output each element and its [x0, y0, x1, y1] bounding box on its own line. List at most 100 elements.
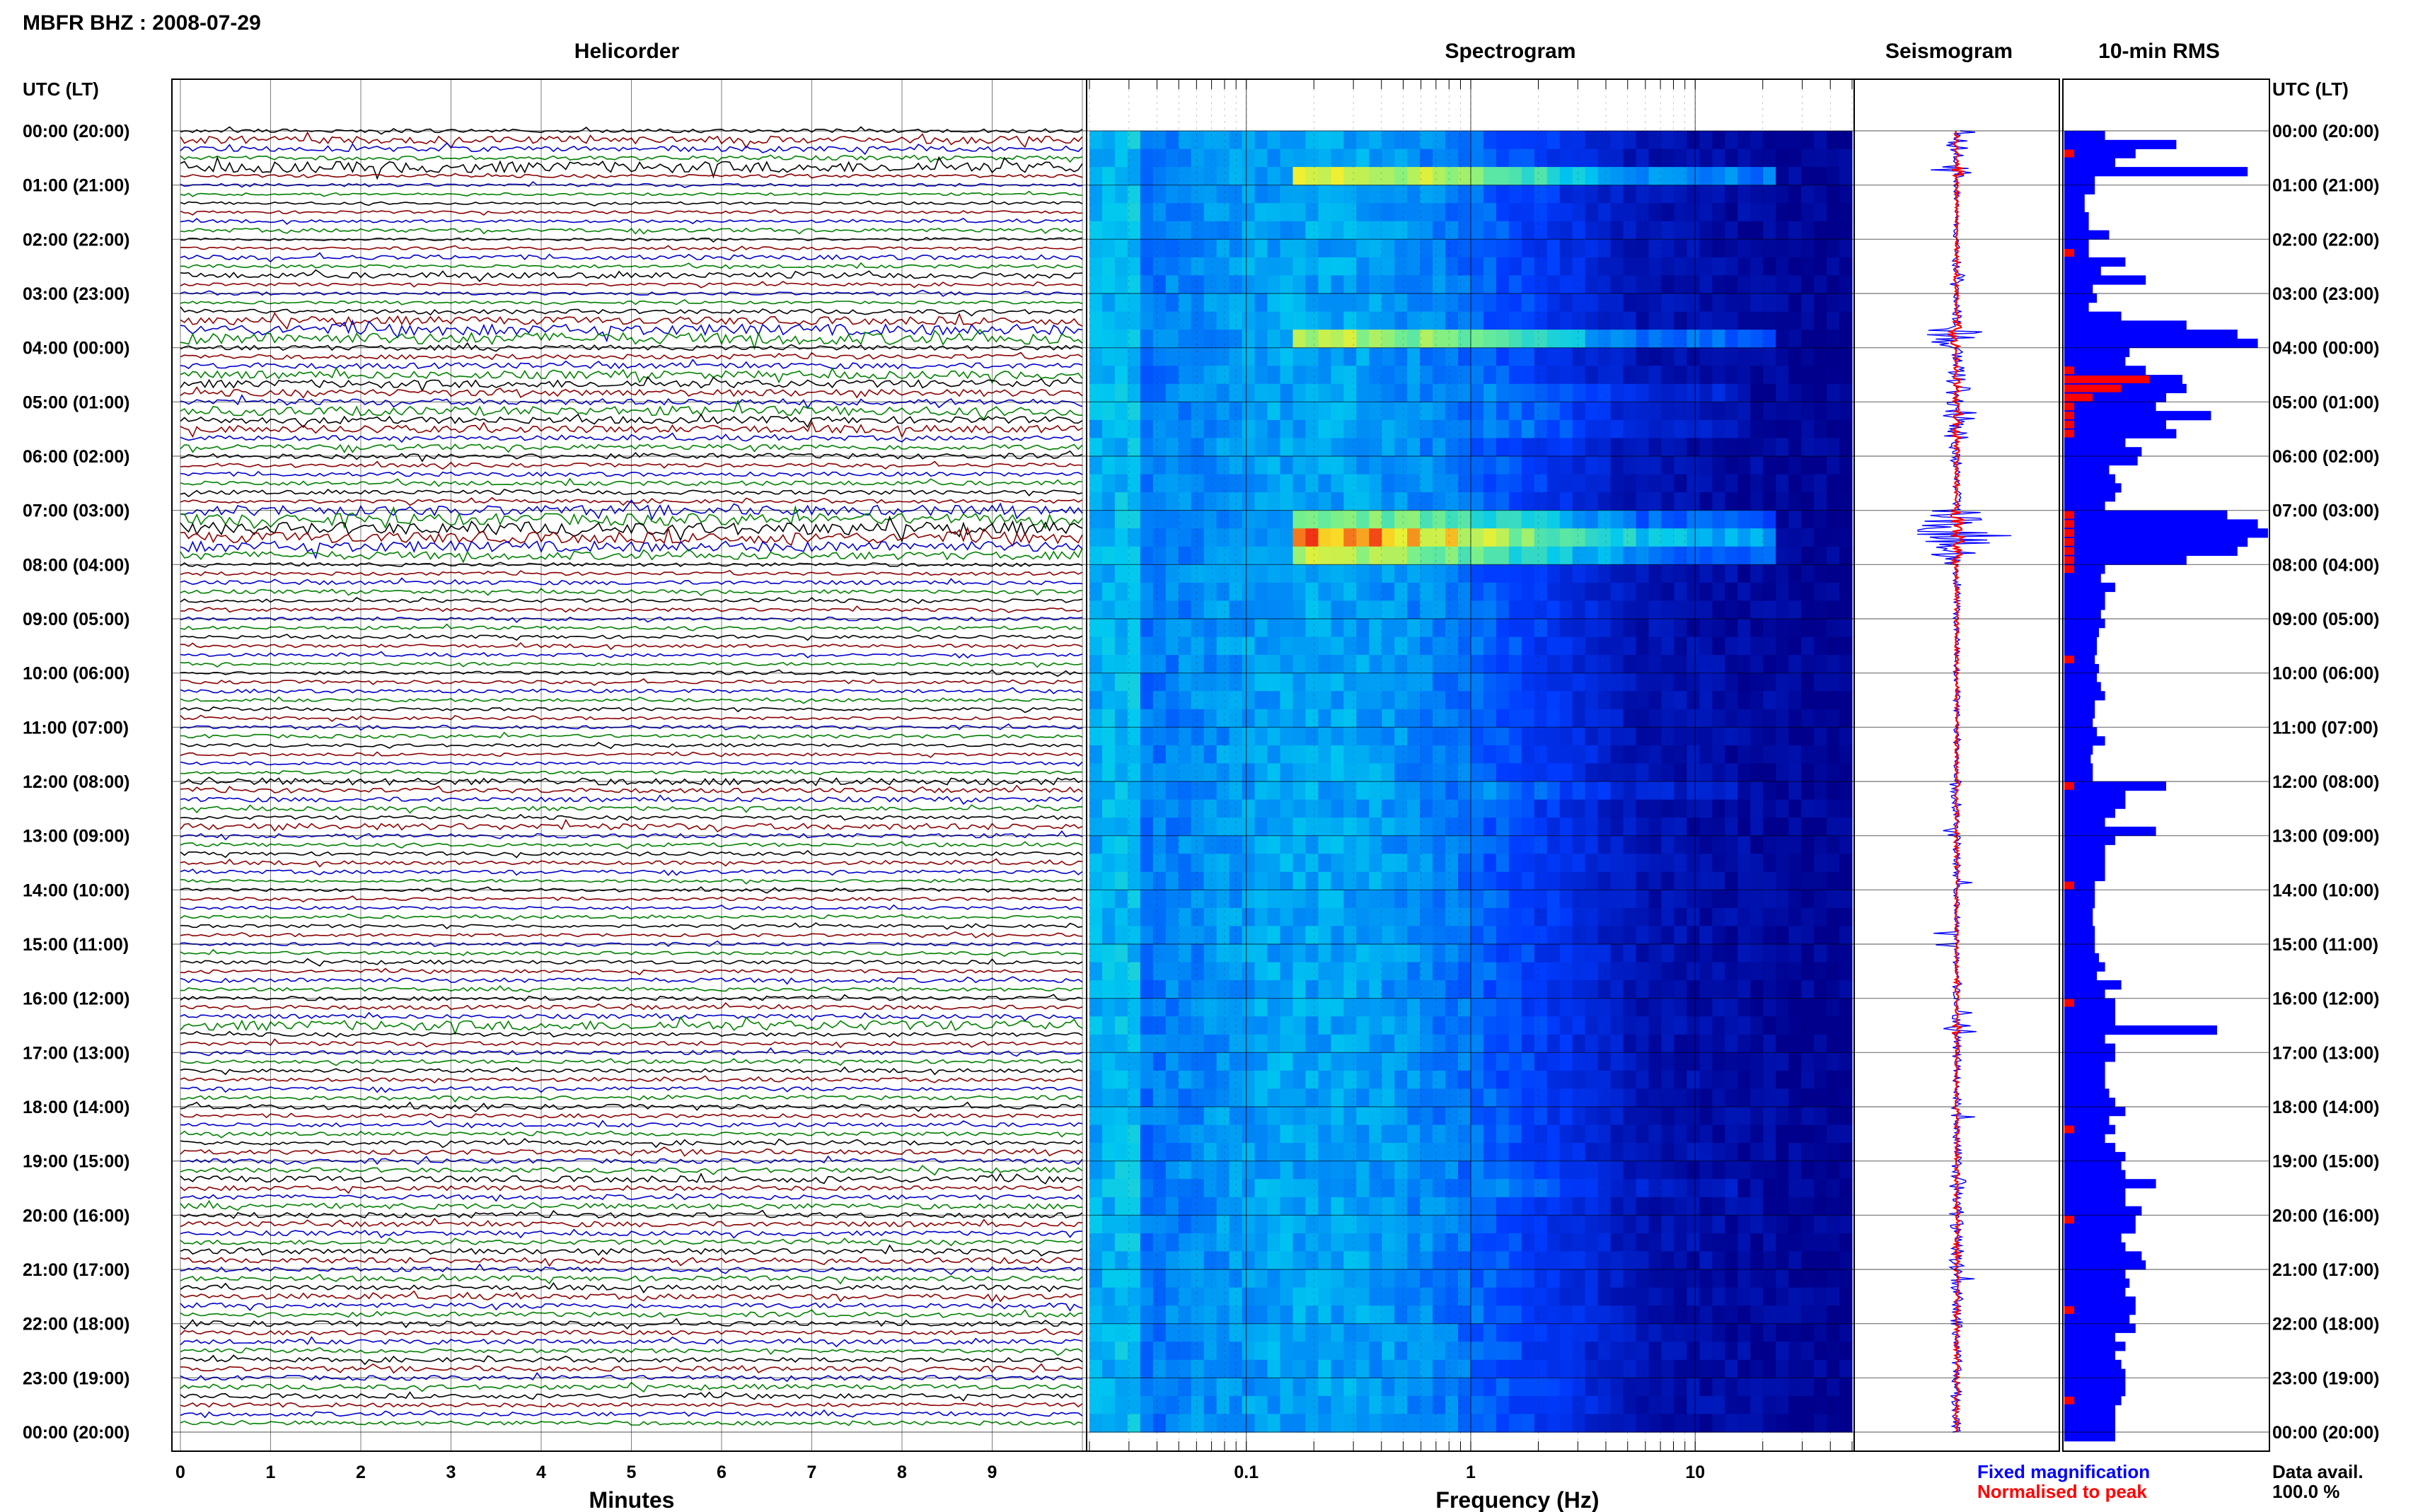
data-avail-value: 100.0 % — [2272, 1481, 2339, 1502]
data-avail-label: Data avail. — [2272, 1461, 2364, 1482]
rms-bar — [2064, 402, 2156, 412]
rms-normalised-bar — [2064, 1216, 2074, 1224]
helicorder-title: Helicorder — [574, 40, 680, 63]
time-tick-right: 09:00 (05:00) — [2272, 610, 2379, 629]
rms-bar — [2064, 483, 2122, 493]
rms-bar — [2064, 1432, 2115, 1442]
rms-bar — [2064, 1062, 2105, 1071]
rms-bar — [2064, 465, 2110, 475]
rms-bar — [2064, 1016, 2115, 1026]
time-tick-right: 13:00 (09:00) — [2272, 827, 2379, 847]
rms-bar — [2064, 944, 2095, 954]
rms-bar — [2064, 953, 2099, 963]
time-tick-right: 02:00 (22:00) — [2272, 230, 2379, 250]
rms-normalised-bar — [2064, 881, 2074, 890]
rms-normalised-bar — [2064, 565, 2074, 574]
rms-bar — [2064, 194, 2085, 204]
rms-bar — [2064, 1197, 2126, 1206]
rms-bar — [2064, 158, 2115, 168]
time-tick-left: 08:00 (04:00) — [23, 555, 129, 575]
minute-tick: 3 — [446, 1462, 456, 1482]
frequency-tick: 10 — [1685, 1462, 1705, 1482]
seismogram-title: Seismogram — [1885, 40, 2013, 63]
rms-bar — [2064, 646, 2098, 656]
rms-bar — [2064, 709, 2095, 719]
rms-bar — [2064, 212, 2089, 222]
time-tick-left: 21:00 (17:00) — [23, 1260, 129, 1280]
rms-normalised-bar — [2064, 511, 2074, 519]
rms-bar — [2064, 501, 2105, 511]
rms-bar — [2064, 691, 2105, 701]
rms-bar — [2064, 835, 2115, 845]
rms-bar — [2064, 1134, 2105, 1144]
rms-bar — [2064, 1351, 2115, 1361]
rms-bar — [2064, 149, 2136, 158]
rms-bar — [2064, 167, 2248, 177]
rms-bar — [2064, 907, 2093, 918]
rms-bar — [2064, 1342, 2126, 1351]
rms-normalised-bar — [2064, 366, 2074, 374]
rms-bar — [2064, 492, 2115, 502]
rms-bar — [2064, 1414, 2115, 1424]
rms-bar — [2064, 1395, 2122, 1406]
rms-bar — [2064, 1098, 2115, 1107]
time-tick-left: 00:00 (20:00) — [23, 1423, 129, 1443]
rms-bar — [2064, 1070, 2105, 1081]
time-tick-right: 03:00 (23:00) — [2272, 284, 2379, 304]
rms-bar — [2064, 1368, 2126, 1378]
rms-bar — [2064, 474, 2115, 484]
rms-normalised-bar — [2064, 538, 2074, 546]
rms-bar — [2064, 419, 2166, 430]
rms-normalised-bar — [2064, 149, 2074, 158]
rms-bar — [2064, 636, 2098, 646]
helicorder-x-label: Minutes — [589, 1487, 675, 1512]
time-tick-left: 03:00 (23:00) — [23, 284, 129, 304]
time-tick-right: 21:00 (17:00) — [2272, 1260, 2379, 1280]
rms-bar — [2064, 1224, 2136, 1234]
rms-bar — [2064, 808, 2115, 818]
time-tick-right: 16:00 (12:00) — [2272, 989, 2379, 1009]
rms-normalised-bar — [2064, 420, 2074, 429]
rms-bar — [2064, 1269, 2126, 1279]
time-tick-right: 00:00 (20:00) — [2272, 1423, 2379, 1443]
rms-bar — [2064, 1314, 2130, 1325]
rms-normalised-bar — [2064, 656, 2074, 663]
rms-normalised-bar — [2064, 529, 2074, 537]
rms-bar — [2064, 980, 2122, 990]
rms-bar — [2064, 854, 2105, 863]
rms-bar — [2064, 257, 2126, 267]
rms-bar — [2064, 356, 2126, 366]
time-tick-right: 04:00 (00:00) — [2272, 339, 2379, 359]
rms-bar — [2064, 1052, 2115, 1062]
time-tick-left: 07:00 (03:00) — [23, 501, 129, 521]
time-tick-left: 01:00 (21:00) — [23, 176, 129, 196]
time-tick-left: 05:00 (01:00) — [23, 392, 129, 412]
station-title: MBFR BHZ : 2008-07-29 — [23, 11, 261, 35]
rms-bar — [2064, 610, 2101, 620]
rms-bar — [2064, 1188, 2126, 1198]
rms-normalised-bar — [2064, 547, 2074, 555]
rms-bar — [2064, 1323, 2136, 1333]
rms-normalised-bar — [2064, 999, 2074, 1007]
rms-bar — [2064, 347, 2130, 357]
rms-normalised-bar — [2064, 384, 2121, 392]
rms-bar — [2064, 727, 2098, 737]
rms-bar — [2064, 989, 2105, 999]
rms-bar — [2064, 754, 2091, 764]
rms-bar — [2064, 926, 2095, 936]
rms-bar — [2064, 781, 2166, 791]
rms-bar — [2064, 700, 2095, 710]
rms-bar — [2064, 1387, 2126, 1397]
time-tick-left: 12:00 (08:00) — [23, 772, 129, 792]
rms-bar — [2064, 998, 2115, 1008]
rms-bar — [2064, 1025, 2217, 1035]
rms-normalised-bar — [2064, 520, 2074, 528]
rms-bar — [2064, 899, 2095, 909]
rms-bar — [2064, 1115, 2110, 1125]
rms-bar — [2064, 1278, 2130, 1288]
rms-bar — [2064, 826, 2156, 837]
rms-title: 10-min RMS — [2098, 40, 2220, 63]
rms-bar — [2064, 1107, 2126, 1117]
rms-normalised-bar — [2064, 249, 2074, 257]
rms-bar — [2064, 1151, 2126, 1162]
